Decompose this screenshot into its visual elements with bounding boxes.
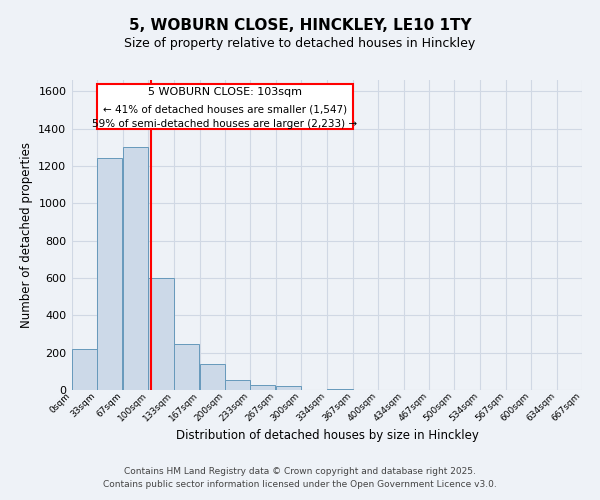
Bar: [72, 349, 97, 390]
Bar: [97, 158, 122, 390]
Bar: [173, 344, 199, 390]
Text: Size of property relative to detached houses in Hinckley: Size of property relative to detached ho…: [124, 38, 476, 51]
Text: Contains public sector information licensed under the Open Government Licence v3: Contains public sector information licen…: [103, 480, 497, 489]
Text: ← 41% of detached houses are smaller (1,547): ← 41% of detached houses are smaller (1,…: [103, 104, 347, 115]
Bar: [148, 278, 173, 390]
Text: 5 WOBURN CLOSE: 103sqm: 5 WOBURN CLOSE: 103sqm: [148, 88, 302, 98]
Text: Contains HM Land Registry data © Crown copyright and database right 2025.: Contains HM Land Registry data © Crown c…: [124, 467, 476, 476]
Bar: [276, 386, 301, 390]
Bar: [200, 364, 225, 390]
Text: 5, WOBURN CLOSE, HINCKLEY, LE10 1TY: 5, WOBURN CLOSE, HINCKLEY, LE10 1TY: [128, 18, 472, 32]
Bar: [328, 389, 353, 390]
Y-axis label: Number of detached properties: Number of detached properties: [20, 142, 33, 328]
Bar: [123, 147, 148, 390]
Text: 59% of semi-detached houses are larger (2,233) →: 59% of semi-detached houses are larger (…: [92, 119, 358, 129]
FancyBboxPatch shape: [97, 84, 353, 128]
Bar: [250, 386, 275, 390]
Bar: [225, 380, 250, 390]
X-axis label: Distribution of detached houses by size in Hinckley: Distribution of detached houses by size …: [176, 429, 478, 442]
